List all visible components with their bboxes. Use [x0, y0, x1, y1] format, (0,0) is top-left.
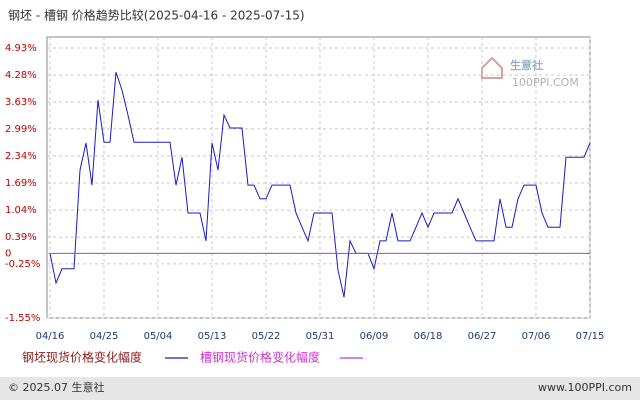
x-tick-label: 05/31: [306, 331, 335, 342]
x-tick-label: 05/13: [198, 331, 227, 342]
footer-copyright: © 2025.07 生意社: [8, 380, 104, 394]
watermark-url: 100PPI.COM: [512, 76, 579, 89]
chart-title: 钢坯 - 槽钢 价格趋势比较(2025-04-16 - 2025-07-15): [8, 8, 305, 23]
watermark-name: 生意社: [510, 58, 543, 72]
x-tick-label: 04/25: [90, 331, 119, 342]
x-tick-label: 07/06: [522, 331, 551, 342]
plot-frame: [46, 36, 591, 319]
y-tick-label: 1.69%: [5, 178, 37, 189]
series-line: [49, 72, 591, 298]
x-tick-label: 05/22: [252, 331, 281, 342]
footer-bar: [0, 377, 640, 400]
x-tick-label: 05/04: [144, 331, 173, 342]
x-tick-label: 06/27: [468, 331, 497, 342]
y-tick-label: 2.99%: [5, 124, 37, 135]
y-tick-label: 2.34%: [5, 151, 37, 162]
y-tick-label: 3.63%: [5, 97, 37, 108]
x-tick-label: 06/18: [414, 331, 443, 342]
grid: [47, 37, 591, 319]
watermark-icon: [481, 56, 503, 79]
y-tick-label: 0: [5, 248, 11, 259]
marks: [49, 72, 591, 298]
legend-label: 钢坯现货价格变化幅度: [22, 350, 142, 365]
y-tick-label: 1.04%: [5, 205, 37, 216]
y-tick-label: 0.39%: [5, 232, 37, 243]
y-tick-label: -1.55%: [5, 313, 40, 324]
legend-label: 槽钢现货价格变化幅度: [200, 350, 320, 365]
x-tick-label: 06/09: [360, 331, 389, 342]
y-tick-label: 4.28%: [5, 70, 37, 81]
y-tick-label: -0.25%: [5, 259, 40, 270]
x-tick-label: 07/15: [576, 331, 605, 342]
x-tick-label: 04/16: [36, 331, 65, 342]
y-tick-label: 4.93%: [5, 43, 37, 54]
footer-url: www.100PPI.com: [538, 381, 632, 394]
